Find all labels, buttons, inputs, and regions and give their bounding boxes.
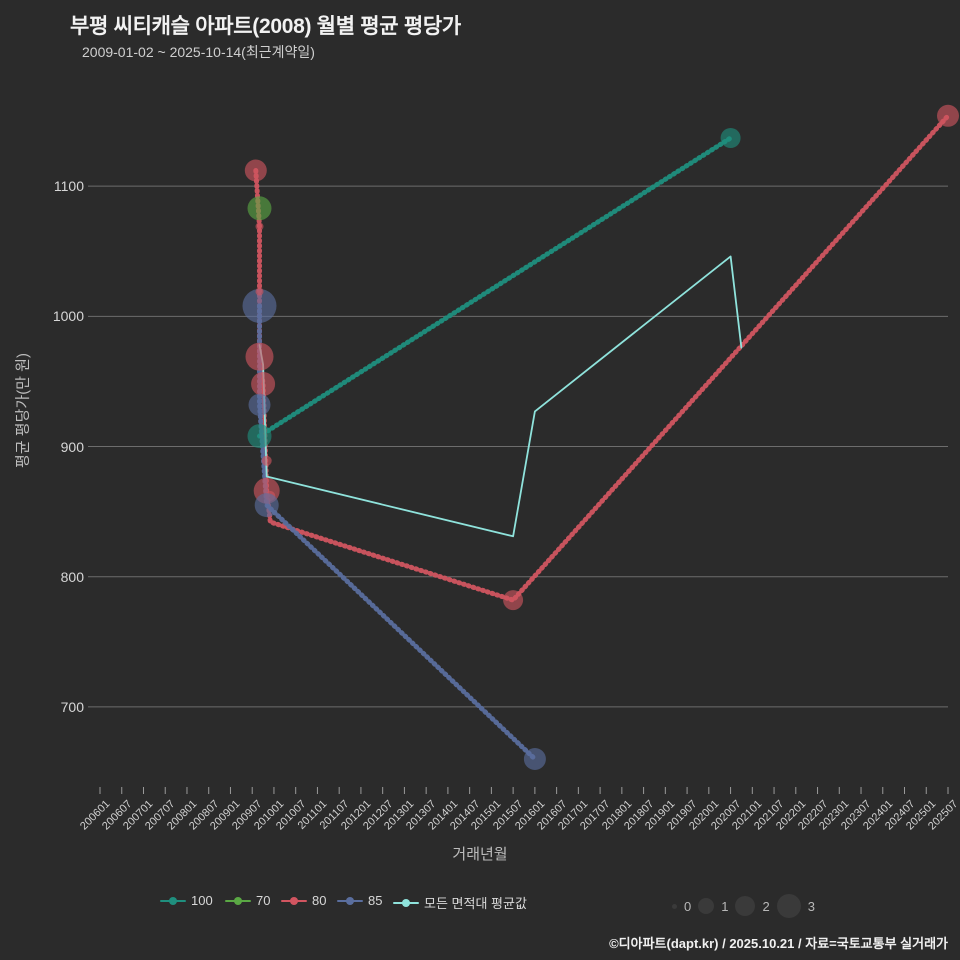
legend-item-70[interactable]: 70: [225, 893, 270, 908]
data-point-marker[interactable]: [244, 159, 267, 182]
legend-swatch-icon: [160, 895, 186, 907]
data-point-marker[interactable]: [503, 590, 524, 611]
data-point-marker[interactable]: [937, 104, 959, 127]
series-line-100: [257, 135, 734, 439]
size-legend-label: 2: [762, 898, 770, 914]
chart-title: 부평 씨티캐슬 아파트(2008) 월별 평균 평당가: [70, 15, 461, 38]
x-axis-title: 거래년월: [452, 846, 508, 863]
footer-credit: ©디아파트(dapt.kr) / 2025.10.21 / 자료=국토교통부 실…: [609, 936, 948, 951]
legend-item-85[interactable]: 85: [337, 893, 382, 908]
legend-item-80[interactable]: 80: [281, 893, 326, 908]
legend-swatch-icon: [337, 895, 363, 907]
legend-item-100[interactable]: 100: [160, 893, 213, 908]
data-point-marker[interactable]: [720, 128, 741, 148]
legend-label: 80: [312, 893, 327, 908]
size-legend-label: 1: [721, 898, 729, 914]
chart-subtitle: 2009-01-02 ~ 2025-10-14(최근계약일): [82, 44, 315, 60]
legend-label: 70: [256, 893, 271, 908]
y-tick-label: 1000: [52, 308, 84, 325]
data-point-marker[interactable]: [251, 372, 276, 396]
legend-label: 85: [368, 893, 383, 908]
y-tick-label: 900: [60, 438, 84, 455]
size-legend-dot: [672, 903, 677, 909]
size-legend-dot: [776, 894, 801, 918]
legend-swatch-icon: [393, 897, 419, 909]
data-point-marker[interactable]: [523, 748, 546, 770]
legend-swatch-icon: [225, 895, 251, 907]
series-line-모든-면적대-평균값: [258, 255, 743, 538]
data-point-marker[interactable]: [254, 493, 279, 518]
legend-label: 100: [191, 893, 213, 908]
size-legend-label: 3: [807, 898, 815, 914]
y-tick-label: 800: [60, 568, 84, 585]
size-legend-dot: [698, 898, 715, 914]
size-legend-label: 0: [684, 898, 692, 914]
data-point-marker[interactable]: [248, 393, 271, 416]
chart-legend[interactable]: 100 70 80 85 모든 면적대 평균값 0 1 2 3: [0, 893, 960, 919]
data-point-marker[interactable]: [255, 222, 264, 231]
y-tick-label: 1100: [53, 178, 84, 195]
data-point-marker[interactable]: [261, 455, 272, 466]
legend-item-모든-면적대-평균값[interactable]: 모든 면적대 평균값: [393, 893, 527, 912]
legend-label: 모든 면적대 평균값: [424, 896, 527, 911]
legend-swatch-icon: [281, 895, 307, 907]
data-point-marker[interactable]: [247, 196, 272, 221]
data-point-marker[interactable]: [247, 424, 272, 449]
data-point-marker[interactable]: [255, 287, 264, 296]
data-point-marker[interactable]: [242, 288, 277, 323]
size-legend: 0 1 2 3: [672, 894, 815, 918]
y-tick-label: 700: [60, 698, 84, 715]
size-legend-dot: [735, 896, 756, 916]
data-point-marker[interactable]: [245, 342, 274, 371]
